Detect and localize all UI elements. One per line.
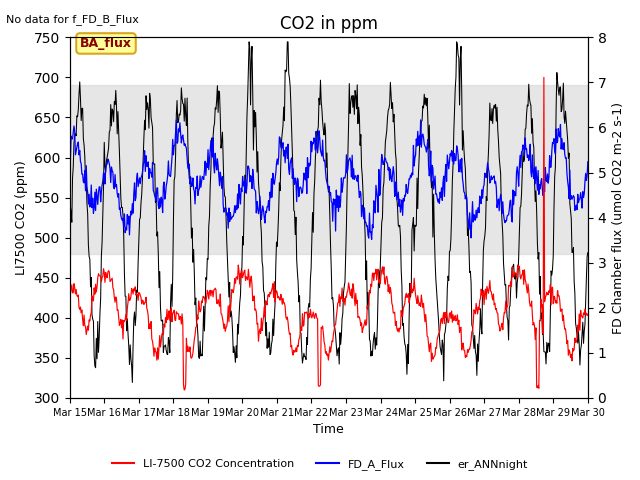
Text: BA_flux: BA_flux [80,37,132,50]
Text: No data for f_FD_B_Flux: No data for f_FD_B_Flux [6,14,140,25]
Title: CO2 in ppm: CO2 in ppm [280,15,378,33]
Legend: LI-7500 CO2 Concentration, FD_A_Flux, er_ANNnight: LI-7500 CO2 Concentration, FD_A_Flux, er… [108,455,532,474]
Bar [70,85,588,254]
Y-axis label: FD Chamber flux (umol CO2 m-2 s-1): FD Chamber flux (umol CO2 m-2 s-1) [612,102,625,334]
X-axis label: Time: Time [314,423,344,436]
Y-axis label: LI7500 CO2 (ppm): LI7500 CO2 (ppm) [15,160,28,275]
